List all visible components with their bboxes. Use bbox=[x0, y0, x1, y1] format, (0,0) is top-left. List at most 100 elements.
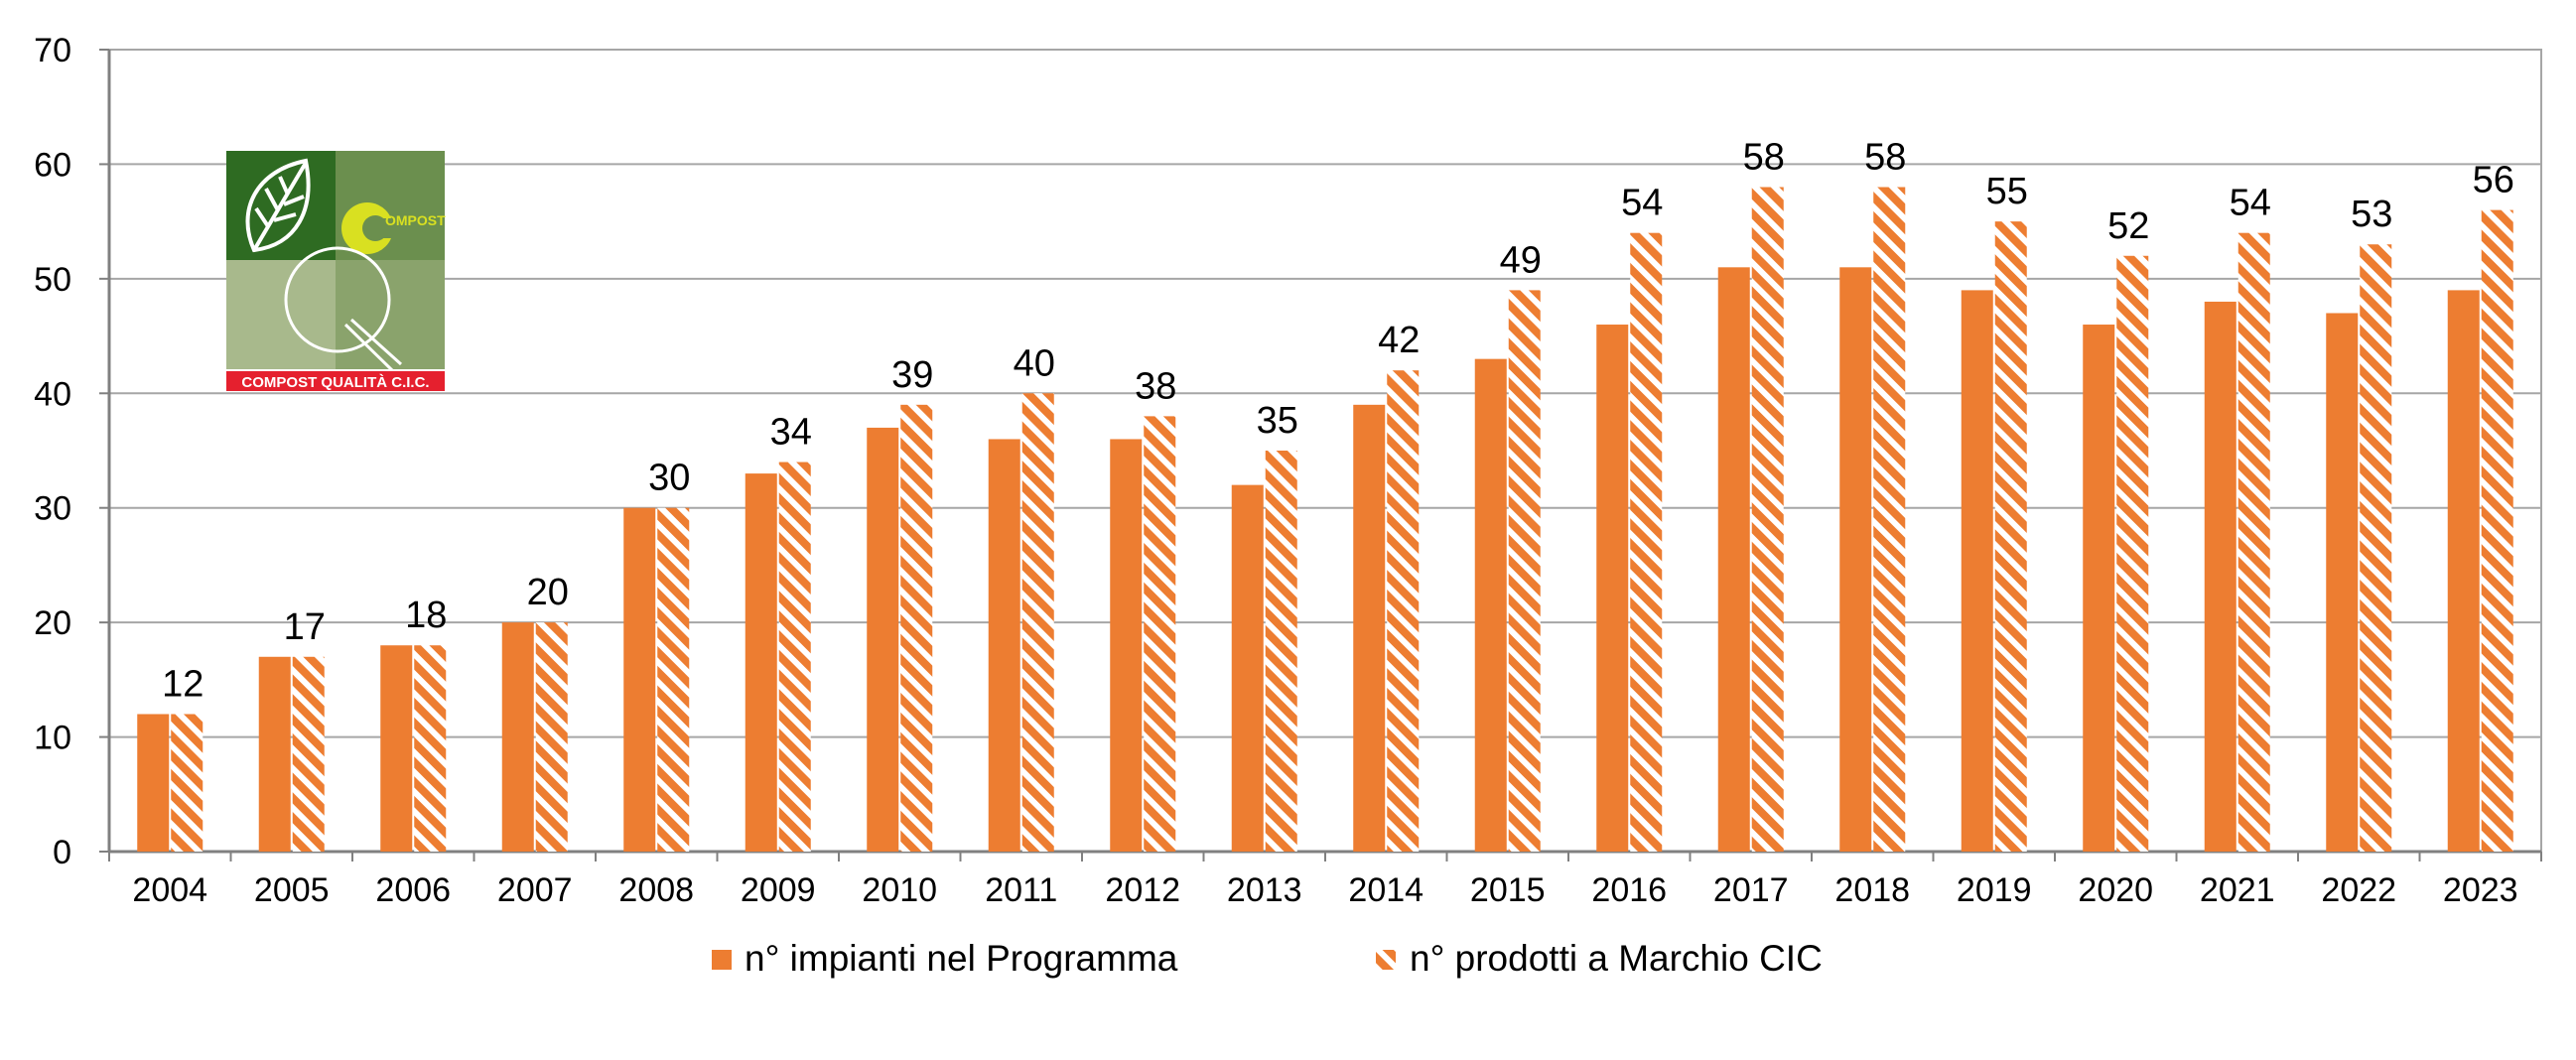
logo-mark-text: OMPOST bbox=[385, 212, 446, 228]
logo-quad-bottomright bbox=[336, 260, 445, 369]
bar-prodotti-2016 bbox=[1630, 232, 1663, 852]
bar-prodotti-2009 bbox=[778, 462, 811, 852]
x-tick-label-2006: 2006 bbox=[375, 871, 451, 909]
y-tick-label-50: 50 bbox=[34, 261, 71, 299]
bars bbox=[137, 187, 2513, 853]
bar-impianti-2008 bbox=[623, 507, 656, 852]
bar-prodotti-2017 bbox=[1751, 187, 1784, 852]
bar-impianti-2019 bbox=[1961, 290, 1993, 852]
x-tick-label-2011: 2011 bbox=[985, 871, 1057, 909]
x-tick-label-2013: 2013 bbox=[1227, 871, 1302, 909]
x-tick-label-2012: 2012 bbox=[1105, 871, 1180, 909]
x-tick-label-2009: 2009 bbox=[741, 871, 816, 909]
data-label-2018: 58 bbox=[1864, 137, 1906, 179]
x-tick-label-2021: 2021 bbox=[2200, 871, 2275, 909]
x-tick-label-2014: 2014 bbox=[1348, 871, 1424, 909]
tick-labels: 0 10 20 30 40 50 60 70 2004 2005 2006 2007 2008 2009 2… bbox=[34, 32, 2517, 909]
x-tick-label-2015: 2015 bbox=[1470, 871, 1546, 909]
logo-banner-text: COMPOST QUALITÀ C.I.C. bbox=[241, 374, 429, 391]
data-label-2008: 30 bbox=[648, 458, 690, 499]
bar-impianti-2007 bbox=[501, 622, 534, 852]
bar-impianti-2009 bbox=[745, 473, 777, 852]
bar-prodotti-2021 bbox=[2237, 232, 2270, 852]
bar-impianti-2005 bbox=[258, 656, 291, 852]
bar-impianti-2010 bbox=[867, 427, 899, 852]
data-label-2013: 35 bbox=[1257, 400, 1298, 442]
x-tick-label-2016: 2016 bbox=[1591, 871, 1667, 909]
data-label-2004: 12 bbox=[162, 663, 203, 705]
y-tick-label-20: 20 bbox=[34, 604, 71, 642]
data-label-2016: 54 bbox=[1621, 183, 1663, 224]
bar-impianti-2017 bbox=[1717, 267, 1750, 852]
bar-impianti-2022 bbox=[2326, 313, 2359, 852]
bar-impianti-2020 bbox=[2083, 325, 2115, 852]
data-label-2005: 17 bbox=[284, 606, 326, 648]
gridlines bbox=[109, 163, 2541, 738]
bar-prodotti-2005 bbox=[292, 656, 325, 852]
legend-swatch-striped bbox=[1376, 950, 1396, 970]
x-tick-label-2017: 2017 bbox=[1713, 871, 1789, 909]
x-tick-label-2020: 2020 bbox=[2078, 871, 2153, 909]
bar-prodotti-2006 bbox=[414, 645, 447, 852]
y-tick-label-60: 60 bbox=[34, 146, 71, 184]
data-label-2017: 58 bbox=[1743, 137, 1785, 179]
legend-label-prodotti: n° prodotti a Marchio CIC bbox=[1410, 938, 1823, 979]
bar-impianti-2021 bbox=[2204, 301, 2237, 852]
compost-qualita-cic-logo: OMPOST COMPOST QUALITÀ C.I.C. bbox=[226, 151, 446, 391]
data-label-2012: 38 bbox=[1135, 365, 1176, 407]
x-tick-label-2022: 2022 bbox=[2321, 871, 2396, 909]
bar-impianti-2004 bbox=[137, 714, 170, 852]
bar-impianti-2014 bbox=[1353, 404, 1386, 852]
bar-impianti-2012 bbox=[1110, 439, 1143, 852]
x-tick-label-2019: 2019 bbox=[1957, 871, 2032, 909]
data-label-2010: 39 bbox=[891, 354, 933, 396]
x-tick-label-2008: 2008 bbox=[618, 871, 694, 909]
data-label-2007: 20 bbox=[527, 572, 569, 613]
bar-impianti-2016 bbox=[1596, 325, 1629, 852]
y-tick-label-0: 0 bbox=[53, 834, 71, 871]
data-label-2020: 52 bbox=[2107, 205, 2149, 247]
x-tick-label-2004: 2004 bbox=[132, 871, 207, 909]
x-tick-label-2005: 2005 bbox=[254, 871, 330, 909]
bar-prodotti-2018 bbox=[1873, 187, 1906, 852]
legend-label-impianti: n° impianti nel Programma bbox=[745, 938, 1178, 979]
logo-quad-bottomleft bbox=[226, 260, 336, 369]
leaf-icon bbox=[245, 158, 311, 253]
bar-prodotti-2015 bbox=[1508, 290, 1541, 852]
y-tick-label-40: 40 bbox=[34, 375, 71, 413]
bar-impianti-2006 bbox=[380, 645, 413, 852]
quality-q-icon bbox=[284, 246, 403, 373]
data-label-2019: 55 bbox=[1986, 171, 2028, 212]
bar-impianti-2015 bbox=[1474, 358, 1507, 852]
y-tick-label-30: 30 bbox=[34, 490, 71, 528]
bar-prodotti-2014 bbox=[1387, 370, 1420, 852]
bar-prodotti-2019 bbox=[1994, 221, 2027, 853]
compost-c-icon bbox=[341, 202, 405, 254]
bar-impianti-2013 bbox=[1231, 484, 1264, 852]
data-label-2006: 18 bbox=[405, 595, 447, 636]
data-label-2009: 34 bbox=[770, 412, 812, 454]
bar-prodotti-2020 bbox=[2116, 255, 2149, 852]
y-tick-label-10: 10 bbox=[34, 720, 71, 757]
bar-prodotti-2004 bbox=[171, 714, 203, 852]
x-tick-label-2023: 2023 bbox=[2443, 871, 2518, 909]
bar-prodotti-2013 bbox=[1265, 451, 1297, 852]
plot-area-border bbox=[108, 49, 2542, 853]
bar-prodotti-2007 bbox=[535, 622, 568, 852]
data-labels: 12 17 18 20 30 34 39 40 38 35 42 49 54 58 58 55 52 54 53 56 bbox=[162, 137, 2514, 706]
data-label-2023: 56 bbox=[2473, 160, 2514, 201]
x-tick-label-2010: 2010 bbox=[862, 871, 937, 909]
bar-prodotti-2010 bbox=[900, 404, 933, 852]
bar-prodotti-2008 bbox=[657, 507, 690, 852]
bar-prodotti-2023 bbox=[2481, 209, 2513, 853]
y-tick-label-70: 70 bbox=[34, 32, 71, 69]
data-label-2015: 49 bbox=[1500, 239, 1542, 281]
data-label-2021: 54 bbox=[2230, 183, 2271, 224]
x-tick-label-2007: 2007 bbox=[497, 871, 573, 909]
legend-swatch-solid bbox=[712, 950, 732, 970]
bar-prodotti-2011 bbox=[1021, 393, 1054, 852]
bar-prodotti-2012 bbox=[1144, 416, 1176, 852]
logo-banner bbox=[226, 371, 445, 391]
legend: n° impianti nel Programma n° prodotti a … bbox=[712, 938, 1823, 979]
